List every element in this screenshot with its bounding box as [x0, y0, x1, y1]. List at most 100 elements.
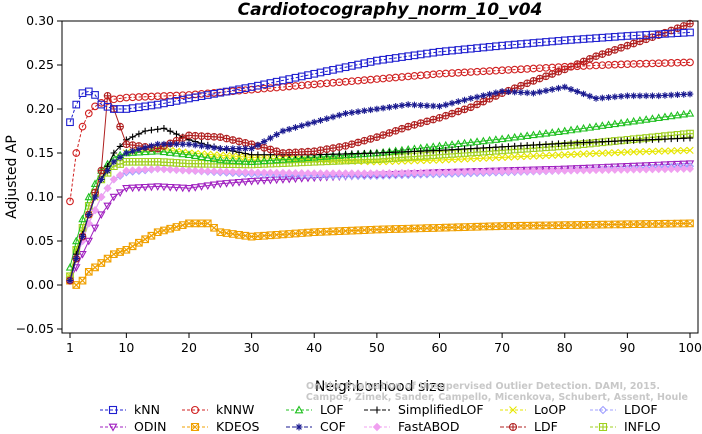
- data-point-simplifiedlof: [166, 127, 174, 135]
- data-point-cof: [242, 145, 249, 152]
- data-point-ldf: [185, 131, 193, 140]
- data-point-fastabod: [103, 184, 112, 193]
- data-point-lof: [341, 150, 350, 159]
- data-point-ldf: [466, 103, 475, 112]
- data-point-lof: [466, 138, 476, 146]
- data-point-loop: [654, 147, 663, 155]
- data-point-cof: [611, 93, 619, 101]
- data-point-lof: [159, 147, 169, 156]
- data-point-ldf: [542, 72, 550, 81]
- data-point-loop: [216, 151, 224, 159]
- data-point-ldf: [598, 50, 607, 58]
- data-point-simplifiedlof: [498, 143, 506, 151]
- data-point-fastabod: [97, 192, 106, 202]
- data-point-ldf: [529, 77, 538, 85]
- data-point-cof: [630, 92, 637, 100]
- data-point-fastabod: [360, 169, 369, 178]
- data-point-lof: [153, 146, 162, 155]
- data-point-fastabod: [116, 170, 125, 180]
- series-line-odin: [69, 163, 691, 281]
- data-point-fastabod: [166, 165, 175, 174]
- data-point-lof: [504, 133, 513, 142]
- data-point-simplifiedlof: [605, 138, 612, 145]
- data-point-fastabod: [485, 167, 494, 176]
- legend-item-fastabod: FastABOD: [364, 419, 460, 434]
- data-point-simplifiedlof: [429, 147, 437, 154]
- data-point-lof: [316, 152, 325, 161]
- data-point-lof: [191, 151, 200, 160]
- data-point-odin: [191, 184, 200, 192]
- data-point-simplifiedlof: [373, 149, 381, 157]
- data-point-ldf: [335, 143, 344, 151]
- series-simplifiedlof: [66, 125, 694, 284]
- legend-marker-simplifiedlof: [373, 406, 381, 414]
- chart-title: Cardiotocography_norm_10_v04: [238, 0, 543, 20]
- data-point-odin: [159, 183, 169, 192]
- data-point-loop: [485, 154, 494, 162]
- data-point-cof: [580, 90, 587, 98]
- data-point-lof: [228, 156, 238, 164]
- data-point-lof: [90, 179, 100, 187]
- data-point-simplifiedlof: [467, 145, 475, 152]
- data-point-ldf: [122, 140, 131, 148]
- data-point-cof: [655, 92, 662, 100]
- data-point-lof: [247, 157, 256, 165]
- data-point-fastabod: [560, 166, 569, 175]
- data-point-lof: [78, 214, 87, 223]
- data-point-ldf: [216, 133, 225, 141]
- data-point-fastabod: [379, 169, 388, 178]
- data-point-fastabod: [660, 165, 669, 174]
- data-point-kdeos: [160, 226, 168, 235]
- data-point-lof: [666, 111, 676, 120]
- data-point-ldf: [228, 136, 237, 144]
- legend-marker-odin: [108, 423, 118, 432]
- data-point-cof: [85, 211, 93, 218]
- data-point-simplifiedlof: [617, 137, 625, 145]
- data-point-cof: [486, 90, 493, 98]
- data-point-fastabod: [172, 165, 181, 174]
- data-point-fastabod: [673, 165, 682, 174]
- data-point-cof: [417, 102, 425, 109]
- data-point-cof: [530, 89, 537, 97]
- data-point-lof: [591, 122, 601, 130]
- data-point-cof: [348, 109, 356, 116]
- legend-label-simplifiedlof: SimplifiedLOF: [398, 402, 484, 417]
- data-point-simplifiedlof: [511, 142, 518, 150]
- legend-label-cof: COF: [320, 419, 346, 434]
- data-point-fastabod: [197, 166, 206, 175]
- data-point-fastabod: [617, 165, 626, 174]
- data-point-lof: [335, 151, 344, 159]
- data-point-cof: [304, 120, 312, 128]
- data-point-fastabod: [141, 165, 150, 174]
- data-point-lof: [510, 132, 519, 141]
- data-point-fastabod: [366, 169, 375, 178]
- data-point-odin: [222, 180, 231, 188]
- data-point-loop: [673, 147, 682, 155]
- data-point-lof: [554, 127, 563, 135]
- data-point-cof: [104, 167, 111, 174]
- data-point-lof: [547, 128, 557, 136]
- data-point-lof: [216, 155, 225, 164]
- data-point-kdeos: [141, 235, 150, 244]
- data-point-fastabod: [629, 165, 638, 174]
- data-point-odin: [165, 183, 175, 192]
- data-point-fastabod: [354, 169, 363, 178]
- data-point-fastabod: [523, 167, 532, 176]
- data-point-fastabod: [567, 166, 576, 175]
- x-tick-label: 80: [557, 340, 573, 355]
- data-point-cof: [642, 92, 650, 100]
- data-point-ldf: [347, 140, 356, 148]
- x-tick-label: 100: [678, 340, 702, 355]
- data-point-loop: [222, 151, 231, 160]
- data-point-loop: [611, 148, 619, 157]
- data-point-lof: [266, 156, 275, 164]
- data-point-lof: [654, 113, 663, 121]
- data-point-simplifiedlof: [404, 148, 412, 155]
- data-point-cof: [292, 124, 299, 131]
- data-point-odin: [184, 185, 194, 193]
- data-point-ldf: [673, 24, 682, 32]
- data-point-lof: [472, 137, 482, 145]
- data-point-fastabod: [535, 166, 544, 175]
- data-point-lof: [310, 152, 319, 161]
- data-point-lof: [241, 157, 250, 165]
